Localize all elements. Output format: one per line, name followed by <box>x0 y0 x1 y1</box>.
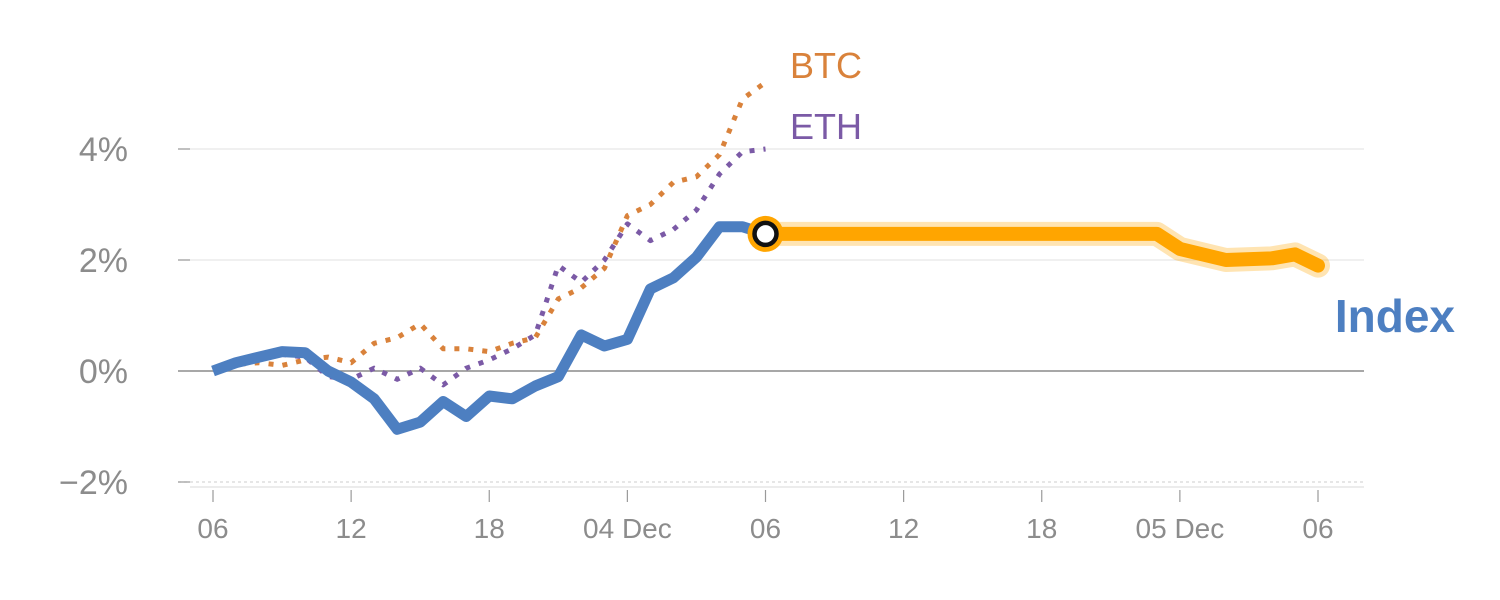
current-point-marker <box>752 220 779 248</box>
index-series-line <box>211 221 768 435</box>
x-tick-label: 06 <box>197 513 228 544</box>
btc-series-line <box>212 80 767 371</box>
series-lines <box>211 80 1330 435</box>
y-tick-label: −2% <box>59 464 128 502</box>
y-tick-label: 0% <box>79 353 128 391</box>
index-label: Index <box>1335 290 1456 342</box>
eth-label: ETH <box>790 106 862 147</box>
x-tick-label: 12 <box>888 513 919 544</box>
x-tick-label: 12 <box>336 513 367 544</box>
x-tick-label: 18 <box>474 513 505 544</box>
x-tick-label: 06 <box>750 513 781 544</box>
gridlines <box>178 148 1364 483</box>
btc-label: BTC <box>790 45 862 86</box>
x-tick-label: 06 <box>1302 513 1333 544</box>
y-tick-label: 2% <box>79 242 128 280</box>
y-tick-label: 4% <box>79 131 128 169</box>
x-tick-label: 18 <box>1026 513 1057 544</box>
axes: −2% 0% 2% 4% 06 12 18 04 Dec 06 12 18 05 Dec 06 <box>59 131 1364 544</box>
labels: BTC ETH Index <box>790 45 1455 342</box>
x-tick-label: 05 Dec <box>1136 513 1225 544</box>
forecast-line <box>758 226 1325 273</box>
x-tick-label: 04 Dec <box>583 513 672 544</box>
